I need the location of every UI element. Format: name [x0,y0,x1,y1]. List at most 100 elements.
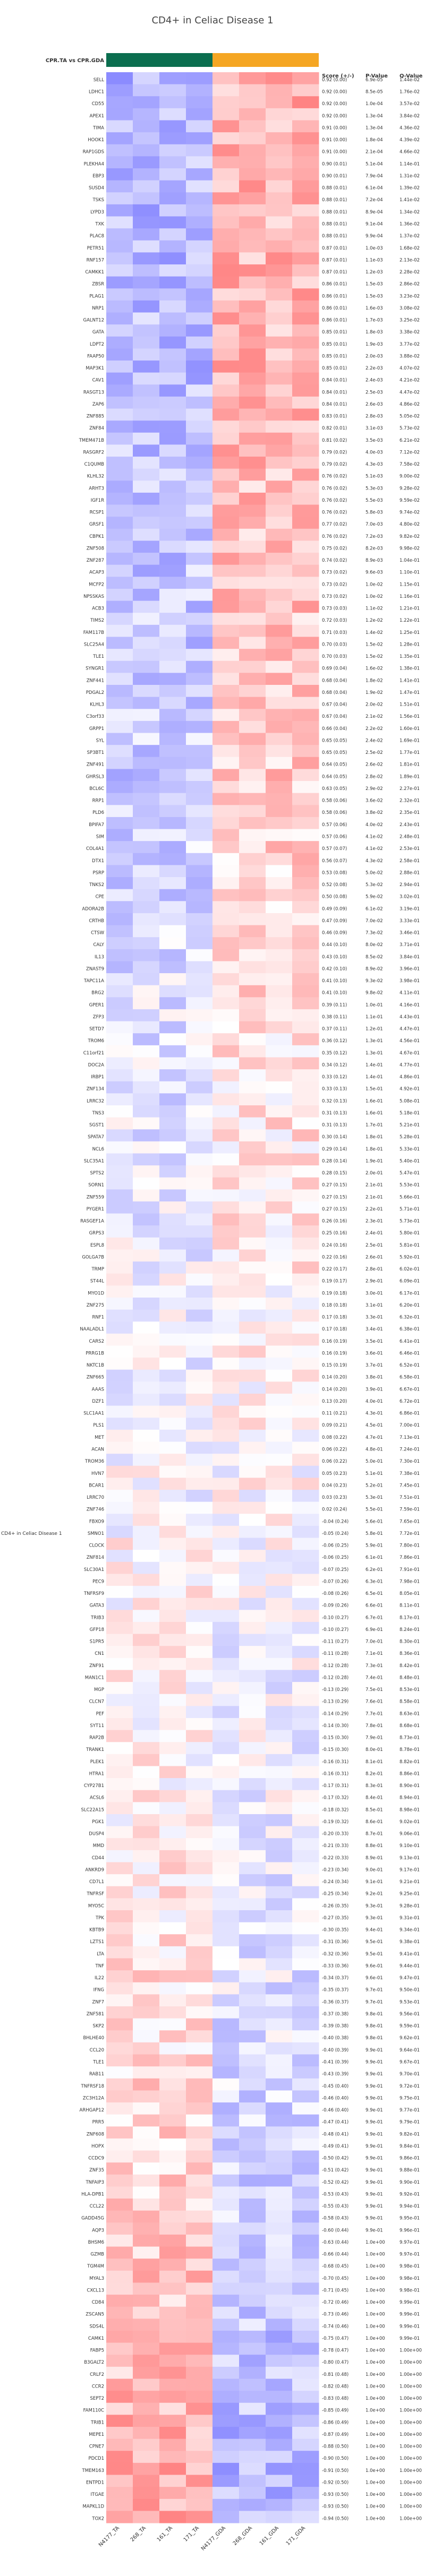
heatmap-cell [212,2391,240,2403]
qvalue-cell: 9.99e-01 [400,2300,420,2305]
heatmap-cell [292,1478,319,1490]
heatmap-cell [239,240,266,253]
qvalue-cell: 9.38e-01 [400,1939,420,1945]
heatmap-cell [292,1586,319,1599]
column-label: 268_GDA [232,2525,254,2547]
heatmap-cell [266,1658,293,1670]
score-cell: 0.16 (0.19) [322,1339,347,1344]
heatmap-cell [159,1249,186,1262]
heatmap-cell [239,2355,266,2367]
heatmap-cell [133,324,160,337]
heatmap-cell [159,348,186,361]
heatmap-cell [186,1610,213,1622]
heatmap-cell [159,2342,186,2355]
gene-label: KBTB9 [89,1928,104,1933]
heatmap-cell [133,1682,160,1695]
heatmap-cell [239,252,266,265]
heatmap-cell [106,1874,133,1887]
heatmap-cell [239,1946,266,1959]
score-cell: 0.92 (0.00) [322,90,347,95]
pvalue-cell: 8.1e-01 [366,1759,383,1765]
heatmap-cell [266,1514,293,1526]
heatmap-cell [266,1862,293,1875]
heatmap-cell [239,2090,266,2103]
heatmap-cell [212,1201,240,1214]
heatmap-cell [133,793,160,805]
heatmap-cell [292,180,319,193]
heatmap-cell [186,1298,213,1310]
heatmap-cell [106,108,133,121]
qvalue-cell: 8.68e-01 [400,1723,420,1729]
heatmap-cell [239,1033,266,1046]
heatmap-cell [239,288,266,301]
pvalue-cell: 4.0e-01 [366,1399,383,1404]
heatmap-cell [212,2295,240,2307]
heatmap-cell [239,637,266,649]
heatmap-cell [133,156,160,169]
heatmap-cell [239,384,266,397]
heatmap-cell [266,1165,293,1178]
score-cell: -0.17 (0.32) [322,1796,348,1801]
score-cell: 0.68 (0.04) [322,690,347,695]
heatmap-cell [266,793,293,805]
heatmap-cell [133,1958,160,1971]
heatmap-cell [266,973,293,986]
heatmap-cell [266,1490,293,1502]
heatmap-cell [212,913,240,926]
heatmap-cell [186,745,213,758]
heatmap-cell [266,949,293,961]
heatmap-cell [106,1201,133,1214]
score-cell: -0.85 (0.49) [322,2408,348,2414]
heatmap-cell [292,1718,319,1731]
qvalue-cell: 5.92e-01 [400,1255,420,1260]
gene-label: PDCD1 [88,2456,104,2461]
heatmap-cell [266,1730,293,1742]
gene-label: GHRSL3 [86,774,104,779]
score-cell: -0.10 (0.27) [322,1615,348,1620]
heatmap-cell [186,1826,213,1839]
gene-label: B3GALT2 [84,2360,104,2365]
heatmap-cell [186,1454,213,1466]
heatmap-cell [212,2102,240,2115]
heatmap-cell [159,1694,186,1706]
heatmap-cell [186,1802,213,1815]
heatmap-cell [186,1177,213,1190]
heatmap-cell [159,2030,186,2043]
heatmap-cell [292,1621,319,1635]
score-cell: -0.81 (0.48) [322,2372,348,2377]
heatmap-cell [212,108,240,121]
heatmap-cell [159,829,186,842]
heatmap-cell [239,540,266,553]
heatmap-cell [266,2270,293,2283]
heatmap-cell [106,1514,133,1526]
heatmap-cell [133,1826,160,1839]
heatmap-cell [266,805,293,818]
heatmap-cell [186,1694,213,1706]
heatmap-cell [239,1225,266,1238]
heatmap-cell [106,1045,133,1058]
heatmap-cell [212,697,240,709]
heatmap-cell [212,2210,240,2223]
qvalue-cell: 4.39e-02 [400,138,420,143]
score-cell: 0.79 (0.02) [322,462,347,467]
score-cell: -0.92 (0.50) [322,2480,348,2485]
heatmap-cell [133,264,160,277]
heatmap-cell [292,168,319,181]
heatmap-cell [133,949,160,961]
heatmap-cell [292,517,319,529]
heatmap-cell [266,1561,293,1574]
heatmap-cell [133,2270,160,2283]
qvalue-cell: 9.95e-01 [400,2216,420,2221]
heatmap-cell [159,2162,186,2175]
gene-label: PDGAL2 [86,690,104,695]
heatmap-cell [239,1213,266,1226]
heatmap-cell [186,1946,213,1959]
heatmap-cell [106,1141,133,1154]
heatmap-cell [186,2210,213,2223]
heatmap-cell [159,1057,186,1070]
heatmap-cell [266,1201,293,1214]
heatmap-cell [212,432,240,445]
gene-label: CLCN7 [89,1699,104,1705]
heatmap-cell [186,1538,213,1550]
score-cell: 0.66 (0.04) [322,726,347,732]
